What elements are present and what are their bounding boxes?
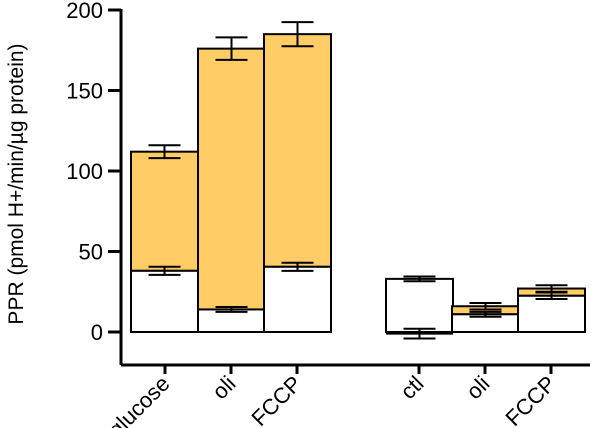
- y-axis-title: PPR (pmol H+/min/µg protein): [5, 43, 28, 324]
- error-bar-total-4: [403, 327, 436, 340]
- y-tick-label-50: 50: [79, 240, 103, 265]
- plot-area: [130, 21, 586, 340]
- x-category-label-5: oli: [461, 371, 494, 404]
- y-tick-label-0: 0: [91, 320, 103, 345]
- bar-stack-1: [130, 150, 199, 272]
- error-bar-total-3: [281, 21, 314, 48]
- bar-stack-3: [263, 33, 332, 268]
- error-bar-total-2: [215, 36, 248, 61]
- y-tick-label-100: 100: [66, 159, 103, 184]
- x-category-label-3: FCCP: [247, 371, 307, 428]
- error-bar-base-2: [215, 306, 248, 313]
- x-category-label-6: FCCP: [501, 371, 561, 428]
- bar-stack-2: [197, 47, 266, 311]
- bar-base-4: [385, 277, 454, 333]
- error-bar-base-3: [281, 261, 314, 272]
- x-category-label-1: glucose: [103, 371, 174, 428]
- error-bar-total-1: [148, 144, 181, 160]
- error-bar-base-4: [403, 275, 436, 283]
- error-bar-base-5: [469, 310, 502, 318]
- y-tick-label-150: 150: [66, 79, 103, 104]
- bar-base-1: [130, 269, 199, 334]
- error-bar-total-6: [535, 284, 568, 293]
- error-bar-total-5: [469, 302, 502, 311]
- bar-base-6: [517, 294, 586, 333]
- error-bar-base-1: [148, 265, 181, 276]
- x-category-label-2: oli: [207, 371, 240, 404]
- bar-base-3: [263, 265, 332, 334]
- y-tick-label-200: 200: [66, 0, 103, 23]
- x-category-label-4: ctl: [395, 371, 428, 404]
